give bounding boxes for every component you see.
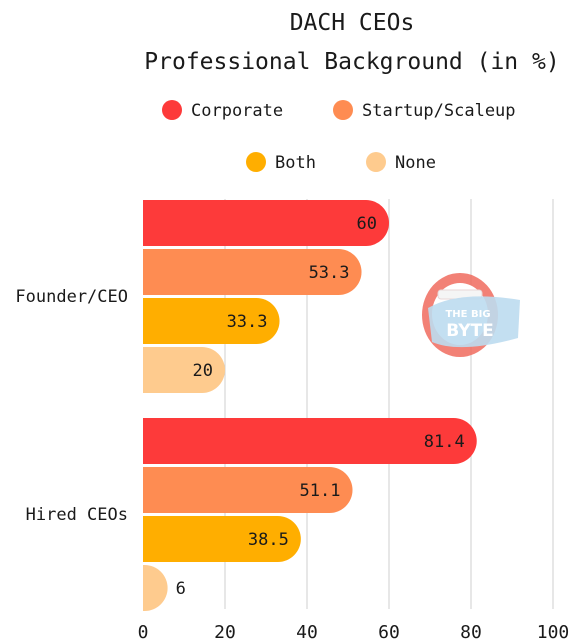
legend-label-3: None bbox=[395, 153, 436, 173]
x-tick-label-5: 100 bbox=[537, 622, 570, 642]
value-label-0-1: 53.3 bbox=[309, 263, 350, 283]
legend-swatch-2 bbox=[246, 152, 266, 172]
legend-label-0: Corporate bbox=[191, 101, 283, 121]
value-label-1-3: 6 bbox=[176, 579, 186, 599]
value-label-0-0: 60 bbox=[357, 214, 377, 234]
mouth-logo-icon: THE BIG BYTE bbox=[422, 273, 520, 357]
logo-text-bottom: BYTE bbox=[446, 321, 494, 341]
bar-0-1 bbox=[143, 249, 362, 295]
value-label-1-0: 81.4 bbox=[424, 432, 465, 452]
bar-1-1 bbox=[143, 467, 353, 513]
x-tick-label-1: 20 bbox=[214, 622, 236, 642]
bar-0-0 bbox=[143, 200, 389, 246]
x-tick-label-0: 0 bbox=[138, 622, 149, 642]
bar-1-2 bbox=[143, 516, 301, 562]
bar-0-2 bbox=[143, 298, 280, 344]
category-label-0: Founder/CEO bbox=[15, 287, 128, 307]
bar-1-3 bbox=[143, 565, 168, 611]
chart-title-line-2: Professional Background (in %) bbox=[144, 49, 559, 75]
x-tick-label-2: 40 bbox=[296, 622, 318, 642]
value-label-0-3: 20 bbox=[193, 361, 213, 381]
bar-0-3 bbox=[143, 347, 225, 393]
logo-text-top: THE BIG bbox=[445, 309, 490, 320]
value-label-1-2: 38.5 bbox=[248, 530, 289, 550]
bar-1-0 bbox=[143, 418, 477, 465]
legend-label-2: Both bbox=[275, 153, 316, 173]
x-tick-label-4: 80 bbox=[460, 622, 482, 642]
legend: Corporate Startup/Scaleup Both None bbox=[162, 100, 516, 173]
legend-swatch-0 bbox=[162, 100, 182, 120]
legend-swatch-1 bbox=[333, 100, 353, 120]
y-axis-categories: Founder/CEO Hired CEOs bbox=[15, 287, 128, 525]
x-axis-ticks: 0 20 40 60 80 100 bbox=[138, 622, 570, 642]
category-label-1: Hired CEOs bbox=[26, 505, 128, 525]
bars: 60 53.3 33.3 20 81.4 51.1 38.5 6 bbox=[143, 200, 477, 611]
x-tick-label-3: 60 bbox=[378, 622, 400, 642]
legend-swatch-3 bbox=[366, 152, 386, 172]
legend-label-1: Startup/Scaleup bbox=[362, 101, 516, 121]
value-label-0-2: 33.3 bbox=[227, 312, 268, 332]
value-label-1-1: 51.1 bbox=[300, 481, 341, 501]
chart-title-line-1: DACH CEOs bbox=[290, 10, 415, 36]
